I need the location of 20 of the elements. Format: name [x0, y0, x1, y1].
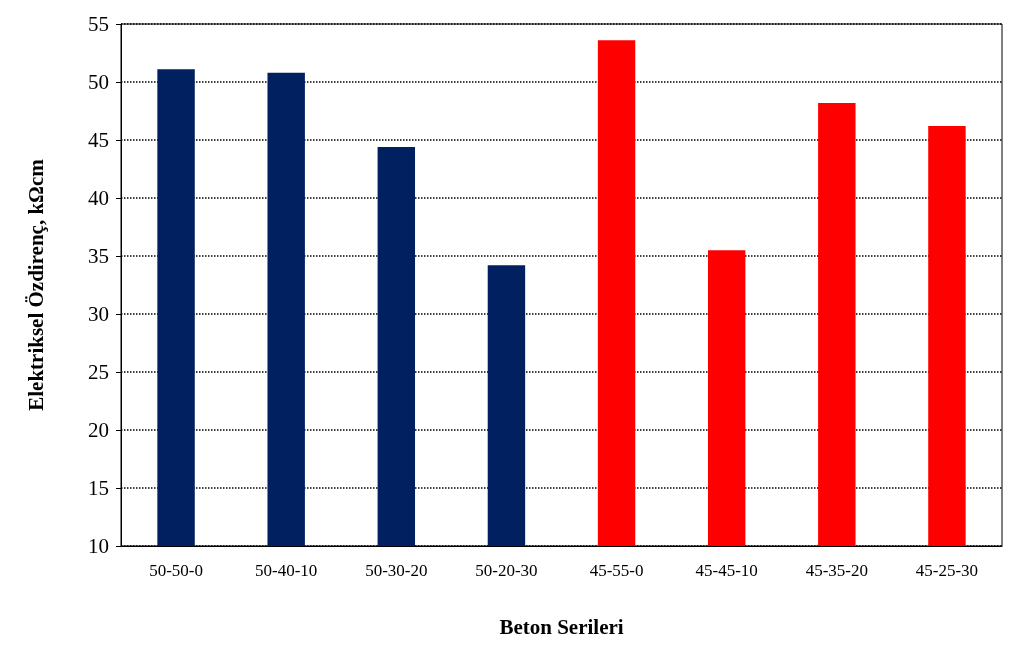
x-tick-label: 50-40-10	[255, 561, 318, 580]
y-axis-title: Elektriksel Özdirenç, kΩcm	[23, 158, 48, 411]
y-tick-label: 30	[88, 302, 109, 326]
x-tick-label: 45-35-20	[805, 561, 868, 580]
y-tick-label: 50	[88, 70, 109, 94]
x-tick-label: 45-55-0	[589, 561, 644, 580]
y-tick-label: 20	[88, 418, 109, 442]
y-tick-label: 40	[88, 186, 109, 210]
y-tick-label: 25	[88, 360, 109, 384]
x-tick-label: 50-50-0	[149, 561, 203, 580]
x-tick-label: 45-25-30	[915, 561, 979, 580]
y-tick-label: 10	[88, 534, 109, 558]
x-tick-label: 45-45-10	[695, 561, 758, 580]
y-tick-label: 45	[88, 128, 109, 152]
y-tick-label: 35	[88, 244, 109, 268]
x-tick-label: 50-20-30	[475, 561, 538, 580]
x-tick-label: 50-30-20	[365, 561, 428, 580]
x-axis-title: Beton Serileri	[499, 614, 624, 639]
y-tick-label: 55	[88, 12, 109, 36]
y-tick-label: 15	[88, 476, 109, 500]
